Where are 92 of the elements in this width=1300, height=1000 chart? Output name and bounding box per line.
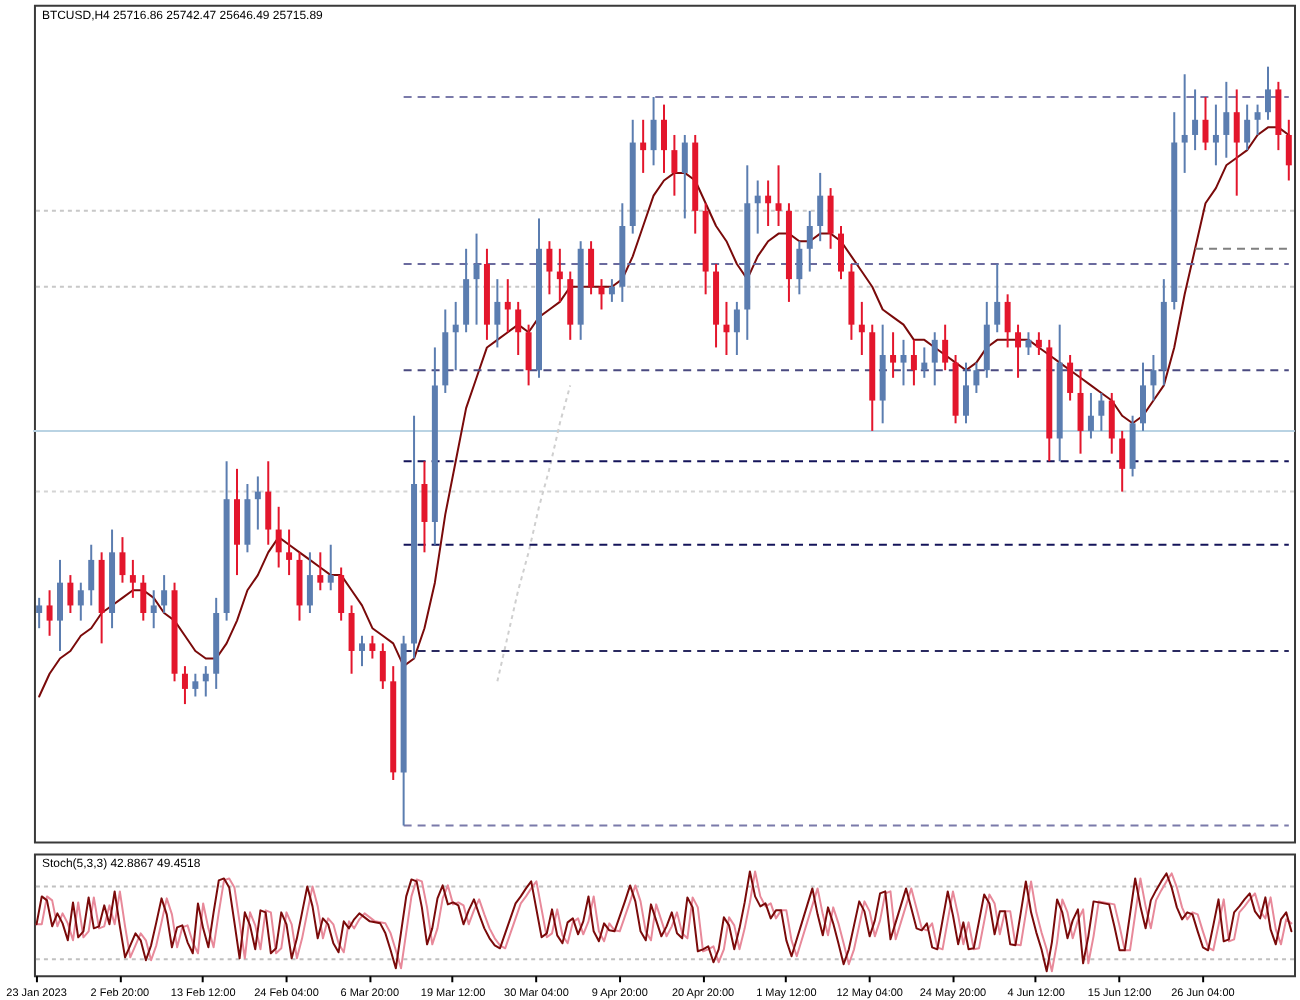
candlestick xyxy=(515,300,522,357)
candlestick xyxy=(234,467,241,577)
candlestick xyxy=(140,574,147,622)
candlestick xyxy=(1004,293,1011,349)
candlestick xyxy=(317,551,324,592)
candlestick xyxy=(504,278,511,334)
candlestick xyxy=(1067,354,1074,402)
candlestick xyxy=(56,558,63,652)
candlestick xyxy=(150,589,157,630)
candlestick xyxy=(327,543,334,592)
candlestick xyxy=(192,672,199,698)
candlestick xyxy=(306,551,313,615)
candlestick xyxy=(588,240,595,296)
candlestick xyxy=(1035,331,1042,357)
candlestick xyxy=(1119,429,1126,493)
candlestick xyxy=(765,179,772,228)
candlestick xyxy=(161,574,168,615)
candlestick xyxy=(650,96,657,167)
candlestick xyxy=(1223,80,1230,159)
candlestick xyxy=(806,209,813,273)
candlestick xyxy=(608,278,615,303)
candlestick xyxy=(1244,103,1251,152)
candlestick xyxy=(733,300,740,357)
candlestick xyxy=(1264,65,1271,121)
candlestick xyxy=(1015,323,1022,379)
candlestick xyxy=(1129,414,1136,478)
candlestick xyxy=(275,505,282,569)
candlestick xyxy=(983,300,990,379)
candlestick xyxy=(421,460,428,554)
candlestick xyxy=(181,665,188,706)
candlestick xyxy=(556,247,563,303)
candlestick xyxy=(88,543,95,607)
candlestick xyxy=(775,164,782,228)
candlestick xyxy=(1077,369,1084,455)
candlestick xyxy=(1150,354,1157,402)
candlestick xyxy=(129,558,136,599)
candlestick xyxy=(202,665,209,698)
candlestick xyxy=(962,361,969,425)
candlestick xyxy=(1181,73,1188,174)
candlestick xyxy=(640,118,647,174)
candlestick xyxy=(900,338,907,387)
candlestick xyxy=(1254,103,1261,136)
candlestick xyxy=(546,240,553,296)
candlestick xyxy=(463,247,470,334)
candlestick xyxy=(265,460,272,546)
candlestick xyxy=(77,581,84,622)
candlestick xyxy=(931,331,938,387)
candlestick xyxy=(286,528,293,577)
candlestick xyxy=(1140,361,1147,432)
candlestick xyxy=(994,262,1001,334)
candlestick xyxy=(827,187,834,250)
candlestick xyxy=(1202,96,1209,152)
candlestick xyxy=(46,589,53,637)
candlestick xyxy=(973,361,980,394)
candlestick xyxy=(817,171,824,243)
candlestick xyxy=(1212,103,1219,167)
candlestick xyxy=(494,278,501,349)
candlestick xyxy=(1098,391,1105,432)
candlestick xyxy=(348,604,355,675)
candlestick xyxy=(921,346,928,379)
candlestick xyxy=(671,133,678,197)
candlestick xyxy=(910,338,917,387)
candlestick xyxy=(681,133,688,220)
candlestick xyxy=(119,536,126,584)
candlestick xyxy=(358,634,365,668)
candlestick xyxy=(723,300,730,357)
candlestick xyxy=(1275,80,1282,152)
candlestick xyxy=(1192,88,1199,152)
candlestick xyxy=(338,566,345,622)
candlestick xyxy=(244,483,251,554)
candlestick xyxy=(525,323,532,387)
candlestick xyxy=(567,270,574,341)
candlestick xyxy=(1285,118,1292,182)
candlestick xyxy=(796,240,803,296)
candlestick xyxy=(879,323,886,425)
candlestick xyxy=(1233,88,1240,197)
candlestick xyxy=(1025,331,1032,357)
candlestick xyxy=(890,331,897,379)
candlestick xyxy=(1087,391,1094,440)
candlestick xyxy=(67,574,74,615)
candlestick xyxy=(754,179,761,235)
candlestick xyxy=(379,642,386,690)
candlestick xyxy=(858,300,865,357)
candlestick xyxy=(660,103,667,174)
candlestick xyxy=(36,596,43,630)
candlestick xyxy=(473,232,480,326)
candlestick xyxy=(838,225,845,281)
candlestick xyxy=(254,475,261,531)
candlestick xyxy=(1108,391,1115,455)
candlestick xyxy=(942,323,949,372)
candlestick xyxy=(369,634,376,660)
candlestick xyxy=(452,300,459,372)
